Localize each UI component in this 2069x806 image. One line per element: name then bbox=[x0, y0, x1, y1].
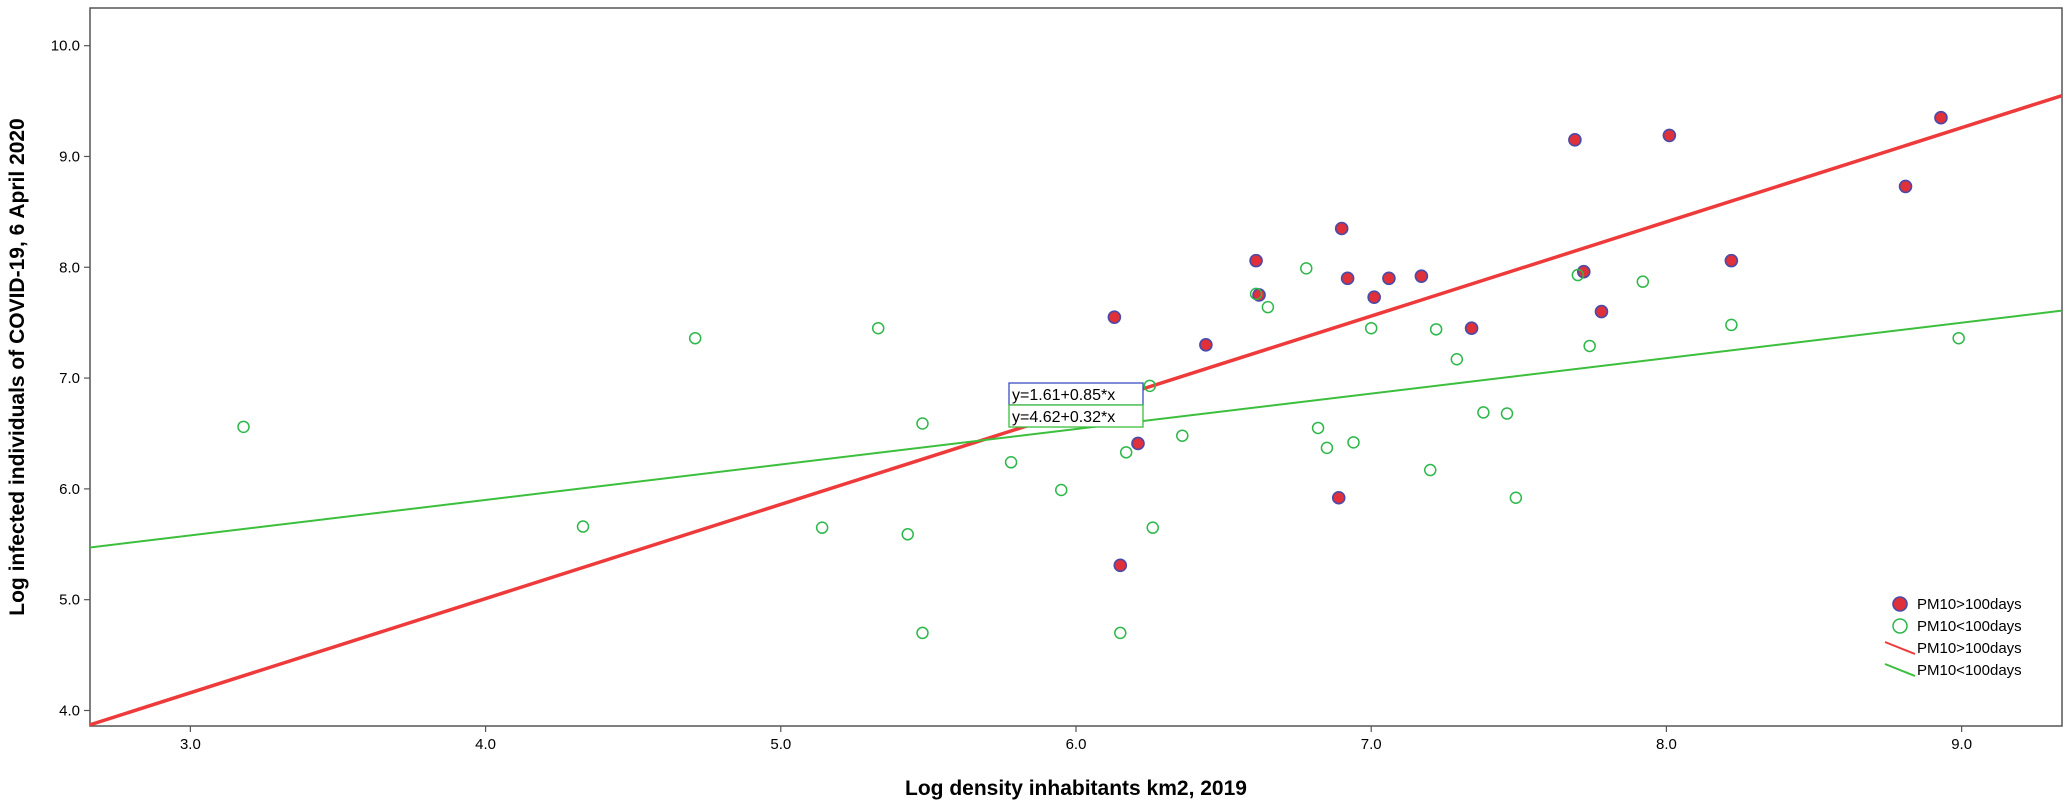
y-tick-label: 10.0 bbox=[51, 38, 80, 55]
x-tick-label: 9.0 bbox=[1951, 736, 1972, 753]
point-pm10-under-100 bbox=[1509, 491, 1523, 504]
fit-equations: y=1.61+0.85*x y=4.62+0.32*x bbox=[1008, 382, 1144, 428]
x-axis: 3.0 4.0 5.0 6.0 7.0 8.0 9.0 bbox=[180, 726, 1972, 753]
point-pm10-over-100 bbox=[1367, 290, 1381, 304]
x-tick-label: 7.0 bbox=[1361, 736, 1382, 753]
point-pm10-under-100 bbox=[1261, 300, 1275, 314]
x-tick-label: 8.0 bbox=[1656, 736, 1677, 753]
point-pm10-over-100 bbox=[1464, 321, 1479, 336]
legend-line-red bbox=[1884, 641, 1916, 655]
point-pm10-over-100 bbox=[1113, 558, 1128, 573]
x-tick-label: 4.0 bbox=[475, 736, 496, 753]
legend-label: PM10<100days bbox=[1917, 662, 2022, 679]
point-pm10-under-100 bbox=[1143, 379, 1157, 393]
point-pm10-under-100 bbox=[1347, 436, 1360, 449]
point-pm10-under-100 bbox=[901, 528, 914, 541]
point-pm10-under-100 bbox=[1054, 483, 1068, 497]
point-pm10-over-100 bbox=[1340, 271, 1355, 286]
point-pm10-under-100 bbox=[1477, 406, 1490, 419]
point-pm10-under-100 bbox=[1320, 441, 1334, 455]
point-pm10-over-100 bbox=[1414, 269, 1429, 283]
point-pm10-under-100 bbox=[237, 420, 250, 434]
point-pm10-over-100 bbox=[1594, 304, 1609, 319]
equation-label: y=4.62+0.32*x bbox=[1012, 409, 1115, 426]
y-axis: 4.0 5.0 6.0 7.0 8.0 9.0 10.0 bbox=[51, 38, 90, 719]
point-pm10-over-100 bbox=[1199, 338, 1213, 352]
point-pm10-under-100 bbox=[1249, 287, 1263, 301]
legend: PM10>100days PM10<100days PM10>100days PM10… bbox=[1884, 596, 2022, 679]
y-tick-label: 8.0 bbox=[59, 259, 80, 276]
x-tick-label: 5.0 bbox=[770, 736, 791, 753]
data-points bbox=[237, 110, 1965, 640]
legend-label: PM10>100days bbox=[1917, 640, 2022, 657]
point-pm10-under-100 bbox=[1725, 318, 1738, 332]
point-pm10-under-100 bbox=[1119, 446, 1133, 459]
point-pm10-under-100 bbox=[1952, 331, 1965, 345]
y-tick-label: 6.0 bbox=[59, 481, 80, 498]
legend-label: PM10>100days bbox=[1917, 596, 2022, 613]
point-pm10-under-100 bbox=[916, 417, 929, 430]
equation-box bbox=[1008, 404, 1144, 428]
y-axis-title: Log infected individuals of COVID-19, 6 … bbox=[6, 118, 29, 616]
point-pm10-under-100 bbox=[815, 521, 829, 534]
point-pm10-over-100 bbox=[1334, 221, 1349, 236]
point-pm10-under-100 bbox=[1004, 456, 1018, 469]
x-axis-title: Log density inhabitants km2, 2019 bbox=[905, 777, 1247, 800]
point-pm10-under-100 bbox=[1450, 352, 1464, 366]
legend-marker-open bbox=[1892, 618, 1908, 634]
point-pm10-under-100 bbox=[1424, 463, 1437, 477]
point-pm10-under-100 bbox=[1300, 262, 1313, 275]
point-pm10-under-100 bbox=[1636, 275, 1650, 288]
point-pm10-under-100 bbox=[576, 520, 590, 533]
point-pm10-under-100 bbox=[1114, 626, 1127, 640]
point-pm10-over-100 bbox=[1382, 271, 1396, 286]
equation-label: y=1.61+0.85*x bbox=[1012, 387, 1115, 404]
point-pm10-over-100 bbox=[1934, 110, 1948, 125]
legend-line-green bbox=[1884, 663, 1916, 677]
legend-marker-filled bbox=[1892, 596, 1908, 612]
point-pm10-over-100 bbox=[1568, 133, 1582, 147]
y-tick-label: 9.0 bbox=[59, 148, 80, 165]
point-pm10-over-100 bbox=[1131, 436, 1145, 451]
y-tick-label: 4.0 bbox=[59, 702, 80, 719]
point-pm10-under-100 bbox=[1176, 429, 1189, 442]
fit-line-pm10-under-100 bbox=[90, 309, 2062, 549]
point-pm10-over-100 bbox=[1249, 253, 1263, 268]
point-pm10-under-100 bbox=[1311, 421, 1325, 435]
point-pm10-under-100 bbox=[916, 626, 929, 640]
point-pm10-under-100 bbox=[688, 331, 702, 345]
x-tick-label: 3.0 bbox=[180, 736, 201, 753]
point-pm10-under-100 bbox=[1583, 339, 1596, 353]
x-tick-label: 6.0 bbox=[1066, 736, 1087, 753]
point-pm10-under-100 bbox=[1571, 268, 1585, 282]
point-pm10-under-100 bbox=[1364, 321, 1378, 335]
point-pm10-over-100 bbox=[1576, 264, 1591, 279]
y-tick-label: 5.0 bbox=[59, 592, 80, 609]
point-pm10-over-100 bbox=[1331, 490, 1346, 505]
point-pm10-over-100 bbox=[1724, 253, 1739, 268]
point-pm10-over-100 bbox=[1662, 128, 1677, 143]
point-pm10-under-100 bbox=[1146, 521, 1160, 534]
point-pm10-over-100 bbox=[1107, 310, 1122, 324]
legend-label: PM10<100days bbox=[1917, 618, 2022, 635]
point-pm10-over-100 bbox=[1898, 179, 1913, 194]
point-pm10-under-100 bbox=[1429, 323, 1443, 336]
y-tick-label: 7.0 bbox=[59, 370, 80, 387]
point-pm10-under-100 bbox=[1500, 407, 1514, 420]
point-pm10-under-100 bbox=[871, 321, 885, 335]
